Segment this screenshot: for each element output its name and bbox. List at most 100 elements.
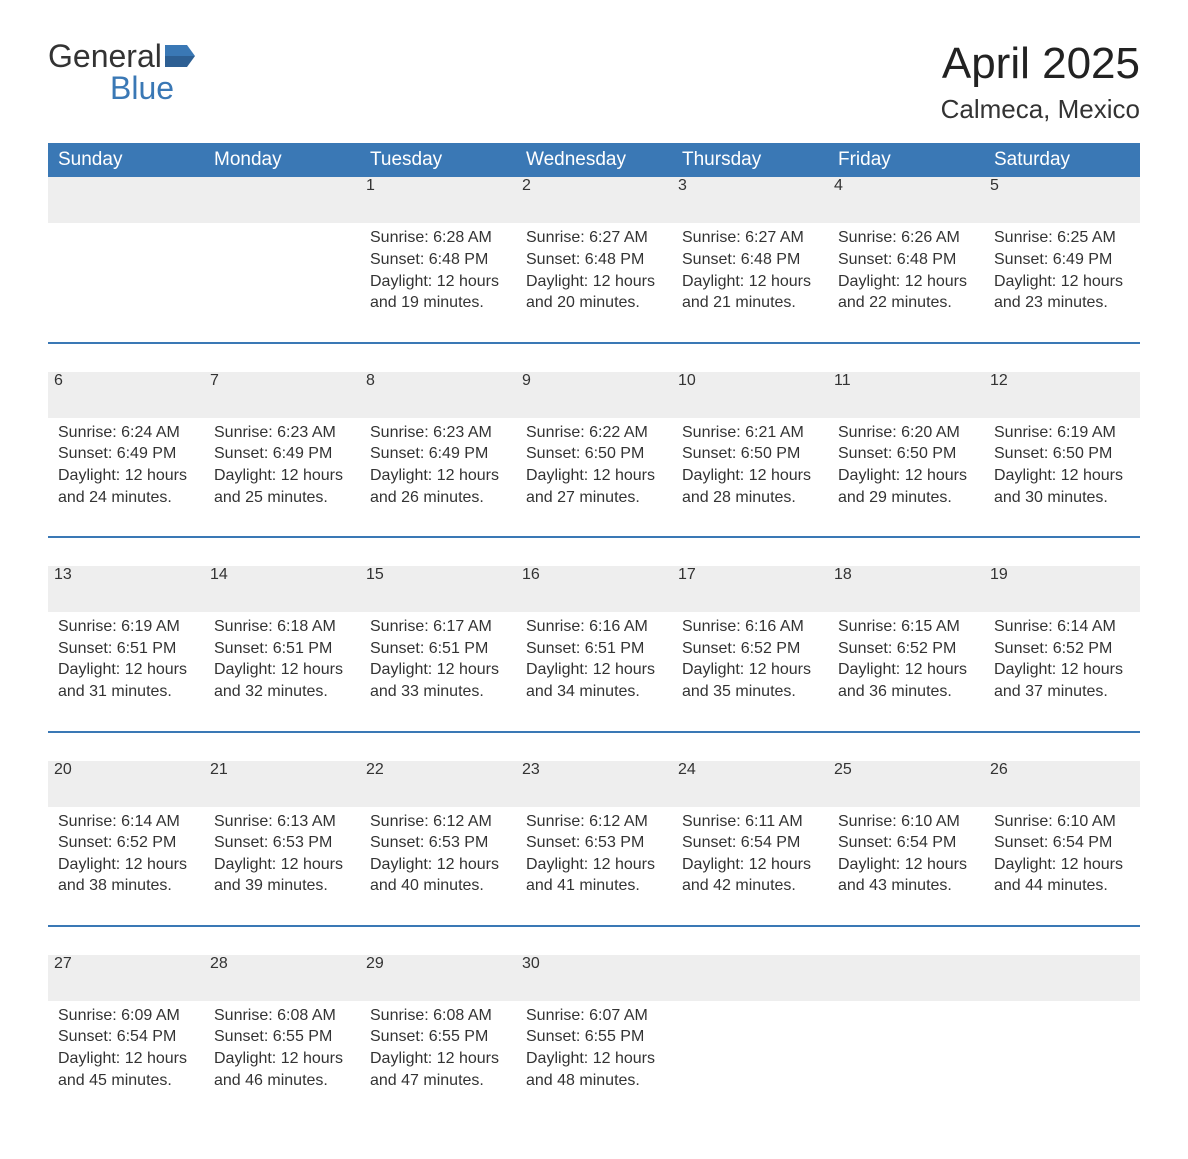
day-number-row: 13141516171819	[48, 566, 1140, 612]
sunset-text: Sunset: 6:51 PM	[214, 638, 350, 660]
day-cell: Sunrise: 6:25 AMSunset: 6:49 PMDaylight:…	[984, 223, 1140, 342]
daylight-text: Daylight: 12 hours and 26 minutes.	[370, 465, 506, 508]
day-content-row: Sunrise: 6:24 AMSunset: 6:49 PMDaylight:…	[48, 418, 1140, 537]
daylight-text: Daylight: 12 hours and 38 minutes.	[58, 854, 194, 897]
day-cell	[672, 1001, 828, 1119]
sunrise-text: Sunrise: 6:21 AM	[682, 422, 818, 444]
calendar-table: SundayMondayTuesdayWednesdayThursdayFrid…	[48, 143, 1140, 1119]
day-header: Tuesday	[360, 143, 516, 177]
day-cell: Sunrise: 6:17 AMSunset: 6:51 PMDaylight:…	[360, 612, 516, 731]
day-number-cell: 2	[516, 177, 672, 223]
daylight-text: Daylight: 12 hours and 19 minutes.	[370, 271, 506, 314]
day-number-cell: 1	[360, 177, 516, 223]
day-number-cell: 18	[828, 566, 984, 612]
day-cell: Sunrise: 6:27 AMSunset: 6:48 PMDaylight:…	[516, 223, 672, 342]
daylight-text: Daylight: 12 hours and 45 minutes.	[58, 1048, 194, 1091]
daylight-text: Daylight: 12 hours and 44 minutes.	[994, 854, 1130, 897]
day-number-cell	[672, 955, 828, 1001]
day-header: Friday	[828, 143, 984, 177]
day-number-cell: 24	[672, 761, 828, 807]
day-cell: Sunrise: 6:22 AMSunset: 6:50 PMDaylight:…	[516, 418, 672, 537]
sunrise-text: Sunrise: 6:19 AM	[58, 616, 194, 638]
sunrise-text: Sunrise: 6:27 AM	[682, 227, 818, 249]
logo: General Blue	[48, 40, 195, 104]
sunset-text: Sunset: 6:51 PM	[370, 638, 506, 660]
daylight-text: Daylight: 12 hours and 41 minutes.	[526, 854, 662, 897]
day-cell: Sunrise: 6:18 AMSunset: 6:51 PMDaylight:…	[204, 612, 360, 731]
sunset-text: Sunset: 6:50 PM	[838, 443, 974, 465]
day-cell	[48, 223, 204, 342]
day-number-cell: 11	[828, 372, 984, 418]
day-number-cell: 30	[516, 955, 672, 1001]
day-number-cell: 26	[984, 761, 1140, 807]
sunset-text: Sunset: 6:52 PM	[838, 638, 974, 660]
sunset-text: Sunset: 6:53 PM	[526, 832, 662, 854]
day-content-row: Sunrise: 6:28 AMSunset: 6:48 PMDaylight:…	[48, 223, 1140, 342]
day-cell: Sunrise: 6:16 AMSunset: 6:51 PMDaylight:…	[516, 612, 672, 731]
day-cell: Sunrise: 6:12 AMSunset: 6:53 PMDaylight:…	[516, 807, 672, 926]
daylight-text: Daylight: 12 hours and 30 minutes.	[994, 465, 1130, 508]
day-header: Thursday	[672, 143, 828, 177]
daylight-text: Daylight: 12 hours and 23 minutes.	[994, 271, 1130, 314]
sunset-text: Sunset: 6:51 PM	[526, 638, 662, 660]
logo-word2: Blue	[110, 72, 195, 104]
day-number-row: 27282930	[48, 955, 1140, 1001]
day-cell	[204, 223, 360, 342]
day-cell: Sunrise: 6:26 AMSunset: 6:48 PMDaylight:…	[828, 223, 984, 342]
day-number-cell: 10	[672, 372, 828, 418]
day-cell: Sunrise: 6:23 AMSunset: 6:49 PMDaylight:…	[360, 418, 516, 537]
day-cell: Sunrise: 6:09 AMSunset: 6:54 PMDaylight:…	[48, 1001, 204, 1119]
day-cell: Sunrise: 6:16 AMSunset: 6:52 PMDaylight:…	[672, 612, 828, 731]
daylight-text: Daylight: 12 hours and 25 minutes.	[214, 465, 350, 508]
sunrise-text: Sunrise: 6:23 AM	[370, 422, 506, 444]
sunset-text: Sunset: 6:48 PM	[838, 249, 974, 271]
day-cell: Sunrise: 6:14 AMSunset: 6:52 PMDaylight:…	[48, 807, 204, 926]
day-cell: Sunrise: 6:20 AMSunset: 6:50 PMDaylight:…	[828, 418, 984, 537]
day-cell: Sunrise: 6:23 AMSunset: 6:49 PMDaylight:…	[204, 418, 360, 537]
sunset-text: Sunset: 6:48 PM	[526, 249, 662, 271]
day-header-row: SundayMondayTuesdayWednesdayThursdayFrid…	[48, 143, 1140, 177]
daylight-text: Daylight: 12 hours and 33 minutes.	[370, 659, 506, 702]
sunrise-text: Sunrise: 6:12 AM	[370, 811, 506, 833]
day-number-cell	[828, 955, 984, 1001]
sunrise-text: Sunrise: 6:11 AM	[682, 811, 818, 833]
daylight-text: Daylight: 12 hours and 27 minutes.	[526, 465, 662, 508]
day-cell: Sunrise: 6:13 AMSunset: 6:53 PMDaylight:…	[204, 807, 360, 926]
sunrise-text: Sunrise: 6:27 AM	[526, 227, 662, 249]
sunrise-text: Sunrise: 6:22 AM	[526, 422, 662, 444]
day-cell: Sunrise: 6:14 AMSunset: 6:52 PMDaylight:…	[984, 612, 1140, 731]
sunrise-text: Sunrise: 6:25 AM	[994, 227, 1130, 249]
day-number-cell: 29	[360, 955, 516, 1001]
sunrise-text: Sunrise: 6:08 AM	[370, 1005, 506, 1027]
daylight-text: Daylight: 12 hours and 47 minutes.	[370, 1048, 506, 1091]
day-cell	[828, 1001, 984, 1119]
day-cell: Sunrise: 6:27 AMSunset: 6:48 PMDaylight:…	[672, 223, 828, 342]
sunrise-text: Sunrise: 6:14 AM	[58, 811, 194, 833]
day-number-cell: 19	[984, 566, 1140, 612]
daylight-text: Daylight: 12 hours and 37 minutes.	[994, 659, 1130, 702]
sunset-text: Sunset: 6:52 PM	[994, 638, 1130, 660]
day-header: Monday	[204, 143, 360, 177]
day-cell: Sunrise: 6:28 AMSunset: 6:48 PMDaylight:…	[360, 223, 516, 342]
day-number-cell: 20	[48, 761, 204, 807]
day-cell	[984, 1001, 1140, 1119]
day-number-cell: 22	[360, 761, 516, 807]
flag-icon	[165, 40, 195, 72]
sunrise-text: Sunrise: 6:18 AM	[214, 616, 350, 638]
daylight-text: Daylight: 12 hours and 31 minutes.	[58, 659, 194, 702]
day-number-cell: 23	[516, 761, 672, 807]
sunrise-text: Sunrise: 6:23 AM	[214, 422, 350, 444]
day-number-cell: 27	[48, 955, 204, 1001]
page-title: April 2025	[941, 40, 1140, 88]
day-cell: Sunrise: 6:19 AMSunset: 6:51 PMDaylight:…	[48, 612, 204, 731]
day-content-row: Sunrise: 6:19 AMSunset: 6:51 PMDaylight:…	[48, 612, 1140, 731]
sunset-text: Sunset: 6:49 PM	[58, 443, 194, 465]
sunset-text: Sunset: 6:53 PM	[214, 832, 350, 854]
sunset-text: Sunset: 6:52 PM	[58, 832, 194, 854]
header: General Blue April 2025 Calmeca, Mexico	[48, 40, 1140, 125]
day-number-cell: 3	[672, 177, 828, 223]
sunrise-text: Sunrise: 6:09 AM	[58, 1005, 194, 1027]
day-number-cell: 4	[828, 177, 984, 223]
day-number-cell: 6	[48, 372, 204, 418]
sunset-text: Sunset: 6:48 PM	[682, 249, 818, 271]
